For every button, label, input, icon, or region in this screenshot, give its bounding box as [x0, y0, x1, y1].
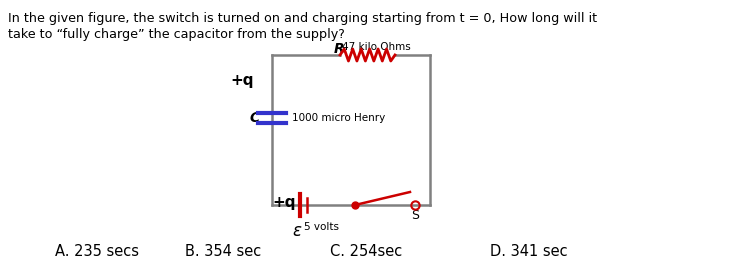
Text: 1000 micro Henry: 1000 micro Henry — [292, 113, 386, 123]
Text: 47 kilo Ohms: 47 kilo Ohms — [342, 42, 411, 52]
Text: R: R — [334, 42, 345, 56]
Text: B. 354 sec: B. 354 sec — [185, 244, 261, 259]
Text: C: C — [250, 111, 260, 125]
Text: 5 volts: 5 volts — [304, 222, 339, 232]
Text: +q: +q — [272, 196, 295, 211]
Text: A. 235 secs: A. 235 secs — [55, 244, 139, 259]
Text: S: S — [411, 209, 419, 222]
Text: C. 254sec: C. 254sec — [330, 244, 403, 259]
Text: ε: ε — [292, 222, 301, 240]
Text: D. 341 sec: D. 341 sec — [490, 244, 568, 259]
Text: take to “fully charge” the capacitor from the supply?: take to “fully charge” the capacitor fro… — [8, 28, 345, 41]
Text: +q: +q — [230, 73, 254, 88]
Text: In the given figure, the switch is turned on and charging starting from t = 0, H: In the given figure, the switch is turne… — [8, 12, 597, 25]
